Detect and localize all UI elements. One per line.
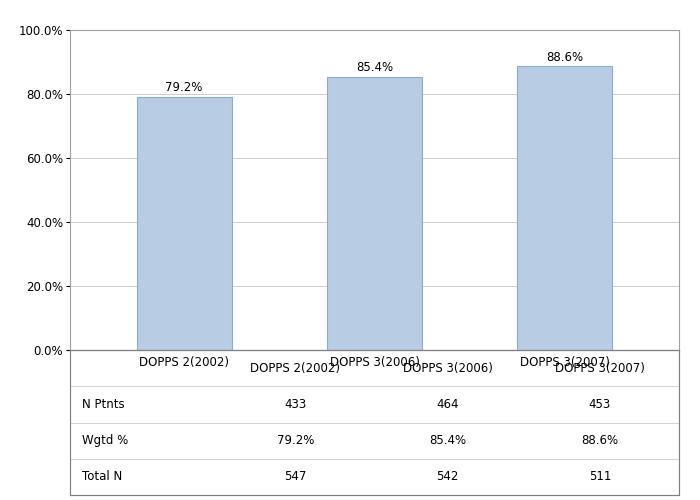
Text: 85.4%: 85.4% — [356, 61, 393, 74]
Bar — [136, 96, 232, 350]
Text: Total N: Total N — [82, 470, 122, 484]
Text: 433: 433 — [284, 398, 307, 411]
Text: 547: 547 — [284, 470, 307, 484]
Text: 464: 464 — [436, 398, 459, 411]
Text: 511: 511 — [589, 470, 611, 484]
Bar — [327, 76, 422, 350]
Text: 542: 542 — [436, 470, 459, 484]
Text: 85.4%: 85.4% — [429, 434, 466, 447]
Text: DOPPS 2(2002): DOPPS 2(2002) — [251, 362, 340, 374]
Text: DOPPS 3(2006): DOPPS 3(2006) — [402, 362, 493, 374]
Text: 453: 453 — [589, 398, 611, 411]
Text: Wgtd %: Wgtd % — [82, 434, 128, 447]
Bar — [517, 66, 612, 350]
Text: N Ptnts: N Ptnts — [82, 398, 125, 411]
Text: DOPPS 3(2007): DOPPS 3(2007) — [555, 362, 645, 374]
Text: 88.6%: 88.6% — [581, 434, 618, 447]
Text: 79.2%: 79.2% — [276, 434, 314, 447]
Text: 88.6%: 88.6% — [546, 51, 583, 64]
Text: 79.2%: 79.2% — [165, 81, 203, 94]
